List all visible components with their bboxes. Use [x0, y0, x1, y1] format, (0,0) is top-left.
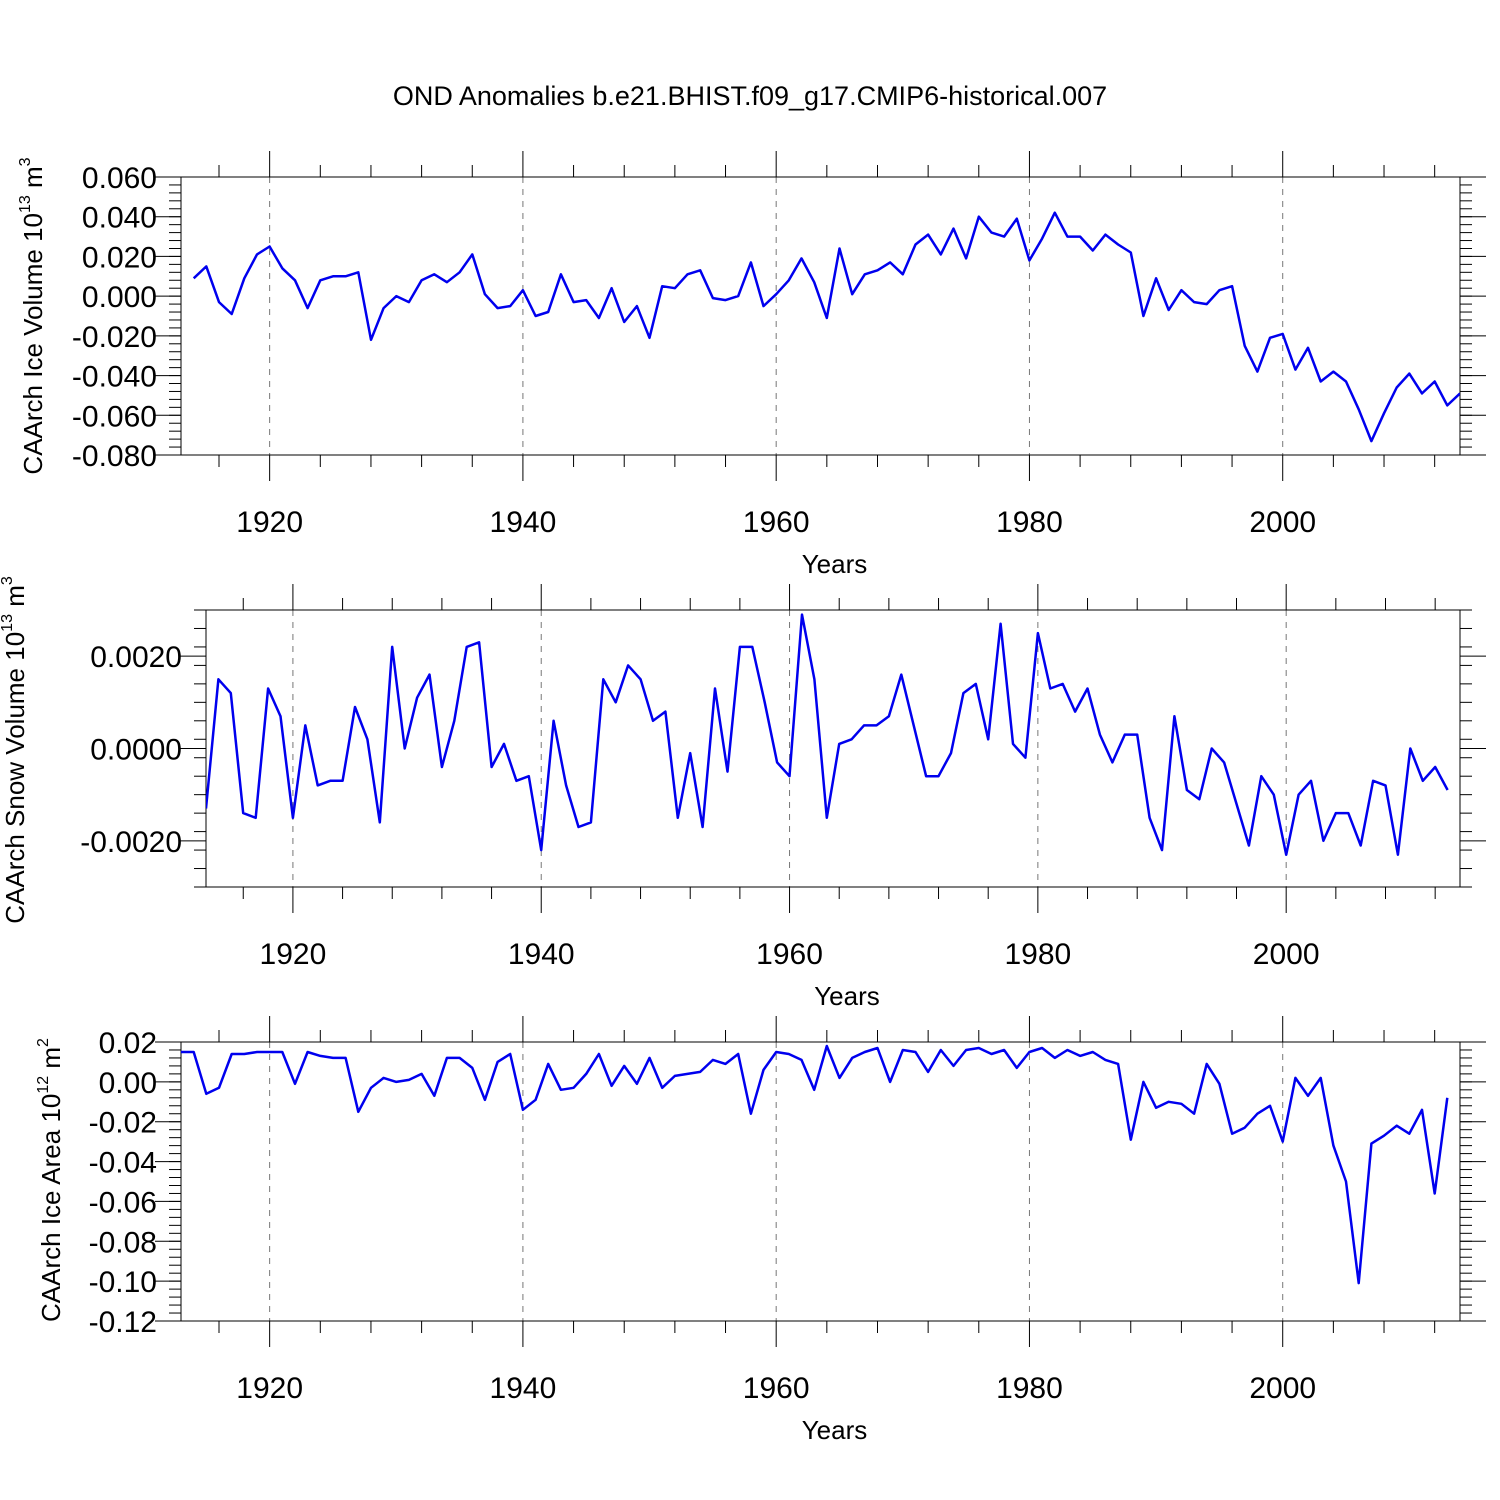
y-tick-label: 0.040 — [82, 202, 157, 235]
x-tick-label: 1940 — [490, 506, 557, 539]
x-axis-title: Years — [802, 549, 868, 579]
plot-frame — [180, 176, 1461, 456]
y-tick-label: -0.02 — [89, 1107, 157, 1140]
x-tick-label: 1940 — [508, 938, 575, 971]
y-tick-label: -0.12 — [89, 1306, 157, 1339]
y-tick-label: 0.000 — [82, 281, 157, 314]
x-tick-label: 1980 — [996, 506, 1063, 539]
series-line-ice-area — [181, 1044, 1449, 1285]
y-tick-label: 0.02 — [99, 1027, 157, 1060]
y-tick-label: 0.0000 — [90, 734, 182, 767]
y-tick-label: 0.00 — [99, 1067, 157, 1100]
y-tick-label: 0.060 — [82, 162, 157, 195]
panel-ice-volume: 1920 1940 1960 1980 2000 0.060 0.040 0.020 0.000… — [17, 151, 1486, 579]
y-tick-label: 0.020 — [82, 241, 157, 274]
y-axis-title: CAArch Ice Area 1012 m2 — [35, 1038, 66, 1322]
chart-title: OND Anomalies b.e21.BHIST.f09_g17.CMIP6-… — [393, 81, 1107, 111]
y-tick-label: -0.10 — [89, 1266, 157, 1299]
plot-frame — [205, 609, 1461, 888]
series-line-ice-volume — [192, 211, 1460, 443]
y-tick-label: -0.08 — [89, 1226, 157, 1259]
y-tick-label: -0.04 — [89, 1147, 157, 1180]
panel-snow-volume: 1920 1940 1960 1980 2000 0.0020 0.0000 -0.0020 Y… — [0, 576, 1486, 1011]
x-axis-title: Years — [802, 1415, 868, 1445]
x-tick-label: 1960 — [743, 506, 810, 539]
x-tick-label: 2000 — [1249, 1372, 1316, 1405]
series-line-snow-volume — [206, 613, 1449, 856]
x-tick-label: 2000 — [1249, 506, 1316, 539]
y-tick-label: 0.0020 — [90, 641, 182, 674]
x-tick-label: 1960 — [756, 938, 823, 971]
y-tick-label: -0.0020 — [80, 826, 182, 859]
x-tick-label: 1920 — [236, 506, 303, 539]
y-tick-label: -0.040 — [72, 361, 157, 394]
x-tick-label: 2000 — [1253, 938, 1320, 971]
x-tick-label: 1920 — [260, 938, 327, 971]
x-tick-label: 1920 — [236, 1372, 303, 1405]
x-axis-title: Years — [814, 981, 880, 1011]
y-tick-label: -0.060 — [72, 400, 157, 433]
y-tick-label: -0.020 — [72, 321, 157, 354]
x-tick-label: 1940 — [490, 1372, 557, 1405]
x-tick-label: 1980 — [996, 1372, 1063, 1405]
x-tick-label: 1960 — [743, 1372, 810, 1405]
y-axis-title: CAArch Snow Volume 1013 m3 — [0, 576, 30, 924]
y-tick-label: -0.080 — [72, 440, 157, 473]
plot-frame — [180, 1041, 1461, 1322]
y-axis-title: CAArch Ice Volume 1013 m3 — [17, 157, 48, 474]
panel-ice-area: 1920 1940 1960 1980 2000 0.02 0.00 -0.02 -0.04 -0… — [35, 1016, 1486, 1445]
x-tick-label: 1980 — [1004, 938, 1071, 971]
y-tick-label: -0.06 — [89, 1186, 157, 1219]
